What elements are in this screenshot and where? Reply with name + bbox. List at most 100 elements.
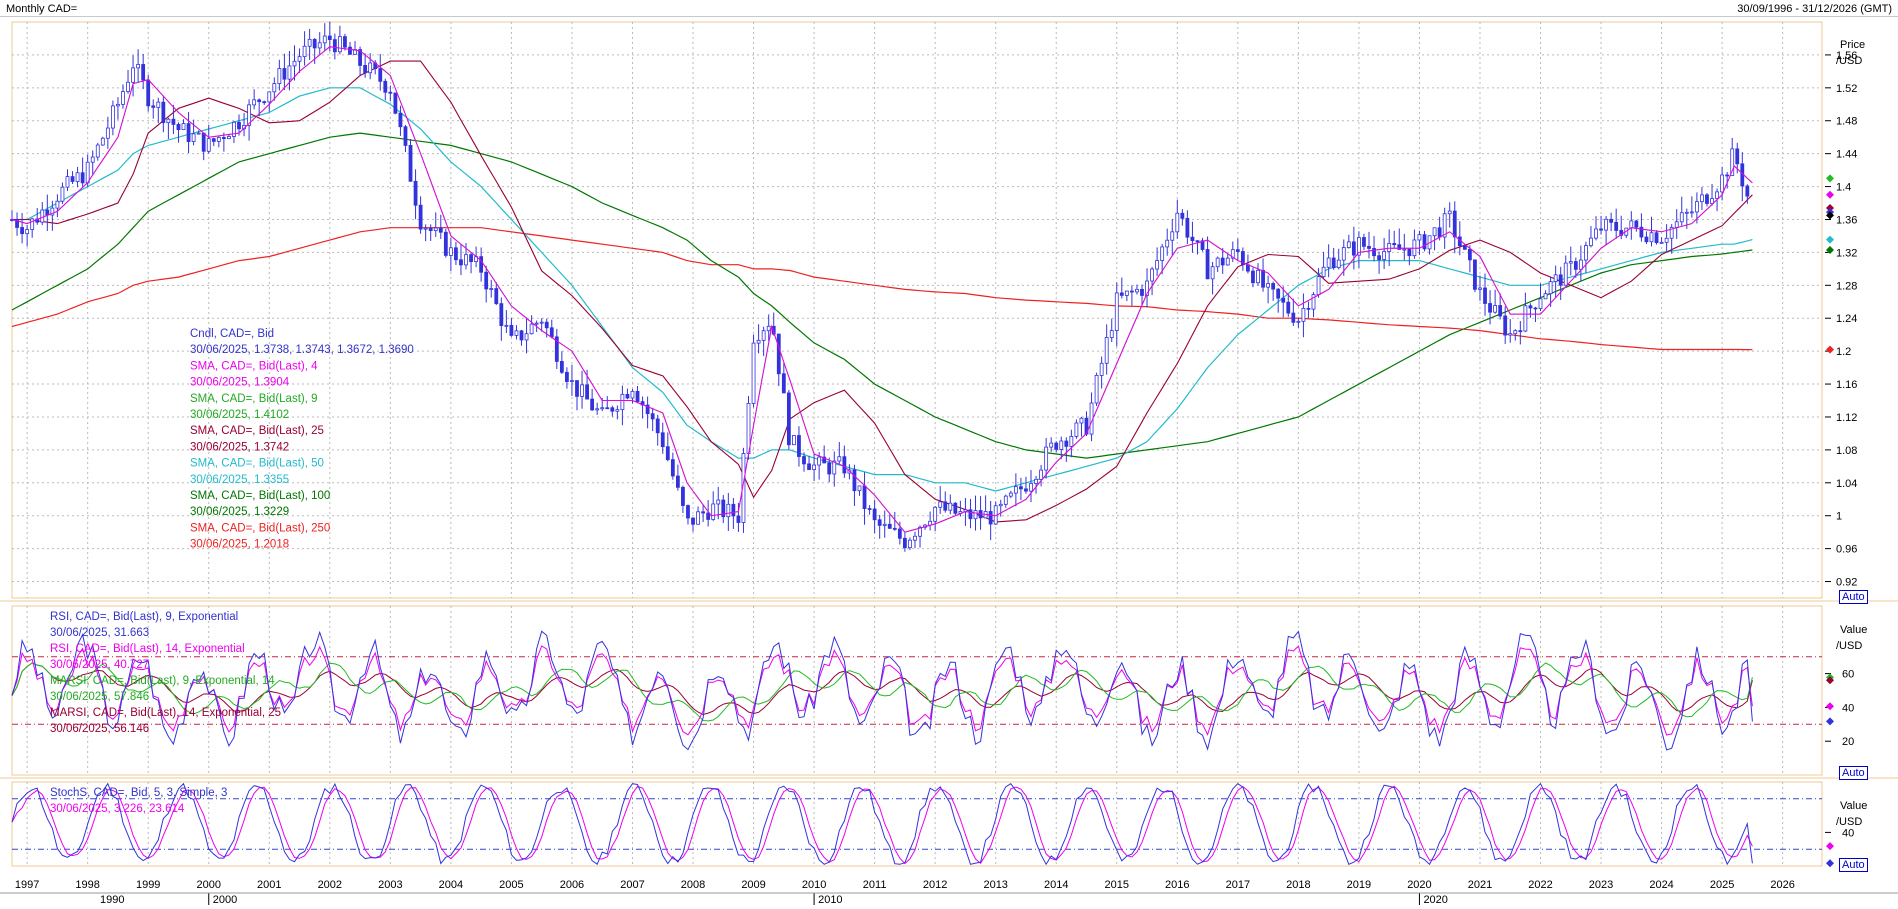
year-tick-label: 2017 (1226, 879, 1250, 891)
candle-body (1251, 270, 1255, 284)
candle-body (1745, 185, 1750, 197)
candle-body (1200, 240, 1205, 250)
year-tick-label: 2022 (1528, 879, 1552, 891)
candle-body (252, 99, 257, 106)
candle-body (388, 91, 393, 94)
candle-body (186, 123, 191, 142)
candle-body (136, 64, 141, 69)
rsi-legend-item: MARSI, CAD=, Bid(Last), 9, Exponential, … (50, 675, 275, 687)
candle-body (1341, 247, 1346, 261)
candle-body (605, 407, 610, 410)
value-marker (1826, 842, 1834, 851)
candle-body (998, 503, 1003, 507)
candle-body (786, 392, 791, 446)
candle-body (65, 176, 70, 188)
candle-body (948, 502, 953, 511)
candle-body (1538, 298, 1543, 309)
candle-body (317, 42, 322, 49)
candle-body (1654, 232, 1659, 244)
candle-body (1599, 228, 1603, 231)
candle-body (1311, 294, 1316, 310)
year-tick-label: 2011 (863, 879, 887, 891)
candle-body (761, 330, 766, 341)
candle-body (882, 523, 887, 526)
year-tick-label: 2014 (1044, 879, 1068, 891)
rsi-unit-label: /USD (1836, 640, 1862, 652)
candle-body (1291, 312, 1296, 323)
candle-body (645, 404, 650, 415)
candle-body (716, 499, 721, 505)
candle-body (711, 503, 716, 520)
candle-body (489, 288, 494, 290)
price-tick-label: 1.56 (1836, 50, 1857, 62)
candle-body (237, 121, 241, 130)
candle-body (20, 227, 24, 235)
candle-body (332, 39, 337, 53)
year-tick-label: 2013 (983, 879, 1007, 891)
candle-body (1568, 261, 1573, 264)
candle-body (1589, 237, 1593, 247)
decade-tick-label: 2020 (1423, 894, 1447, 906)
price-legend-item: SMA, CAD=, Bid(Last), 9 (190, 393, 318, 405)
price-legend-item: 30/06/2025, 1.4102 (190, 409, 289, 421)
candle-body (247, 104, 251, 126)
year-tick-label: 2009 (741, 879, 765, 891)
candle-body (504, 324, 509, 327)
rsi-legend-item: 30/06/2025, 40.727 (50, 659, 149, 671)
chart-header: Monthly CAD= 30/09/1996 - 31/12/2026 (GM… (0, 0, 1898, 17)
candle-body (1503, 315, 1508, 336)
value-marker (1826, 702, 1834, 711)
candle-body (121, 91, 125, 105)
price-legend-item: Cndl, CAD=, Bid (190, 328, 274, 340)
candle-body (1478, 287, 1482, 290)
candle-body (832, 460, 837, 475)
candle-body (1669, 227, 1674, 239)
candle-body (585, 384, 589, 400)
price-auto-button[interactable]: Auto (1839, 590, 1868, 604)
candle-body (897, 528, 902, 539)
candle-body (933, 506, 938, 522)
candle-body (625, 393, 630, 399)
candle-body (448, 247, 453, 256)
candle-body (262, 101, 267, 104)
candle-body (443, 231, 448, 256)
candle-body (1594, 228, 1598, 239)
candle-body (877, 519, 882, 526)
price-legend-item: 30/06/2025, 1.2018 (190, 539, 289, 551)
candle-body (1351, 241, 1356, 256)
rsi-auto-button[interactable]: Auto (1839, 766, 1868, 780)
candle-body (514, 330, 519, 336)
candle-body (1150, 268, 1154, 282)
year-tick-label: 2019 (1347, 879, 1371, 891)
candle-body (1493, 305, 1498, 313)
candle-body (610, 407, 615, 412)
candle-body (151, 105, 156, 108)
price-legend-item: 30/06/2025, 1.3229 (190, 506, 289, 518)
candle-body (660, 432, 665, 448)
candle-body (161, 101, 166, 124)
value-marker (1826, 235, 1834, 244)
candle-body (1710, 198, 1714, 204)
stoch-k-line (11, 782, 1753, 866)
year-tick-label: 2020 (1407, 879, 1431, 891)
candle-body (322, 35, 327, 44)
candles-group (10, 21, 1750, 552)
candle-body (1558, 274, 1563, 286)
candle-body (751, 342, 756, 404)
stoch-auto-button[interactable]: Auto (1839, 858, 1868, 872)
sma250-line (11, 227, 1753, 351)
candle-body (307, 38, 312, 47)
candle-body (1109, 330, 1114, 338)
price-legend-item: 30/06/2025, 1.3738, 1.3743, 1.3672, 1.36… (190, 344, 414, 356)
candle-body (1473, 259, 1477, 290)
candle-body (1003, 495, 1008, 505)
year-tick-label: 2002 (318, 879, 342, 891)
candle-body (1705, 194, 1709, 204)
year-tick-label: 2018 (1286, 879, 1310, 891)
candle-body (1417, 234, 1422, 241)
candle-body (1553, 274, 1558, 283)
candle-body (50, 207, 55, 216)
candle-body (1372, 248, 1376, 257)
candle-body (726, 503, 731, 518)
